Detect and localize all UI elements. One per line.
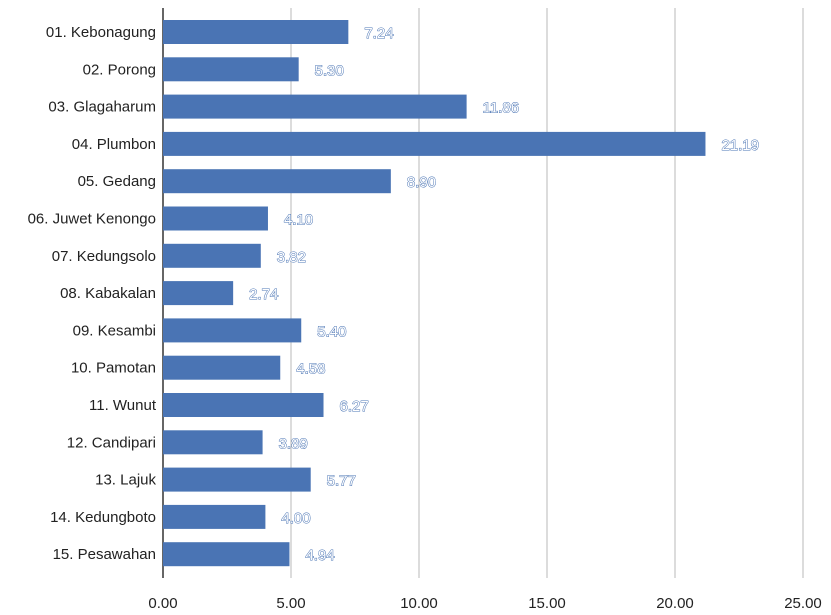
data-label: 6.27 — [340, 398, 369, 415]
data-label: 4.00 — [281, 510, 310, 527]
bar — [163, 243, 261, 268]
data-label: 3.89 — [279, 435, 308, 452]
bar — [163, 131, 706, 156]
category-label: 04. Plumbon — [72, 136, 156, 153]
data-label: 8.90 — [407, 174, 436, 191]
category-label: 13. Lajuk — [95, 472, 156, 489]
bar — [163, 94, 467, 119]
data-label: 4.10 — [284, 212, 313, 229]
data-label: 3.82 — [277, 249, 306, 266]
x-tick-label: 10.00 — [400, 595, 438, 612]
category-label: 03. Glagaharum — [48, 99, 156, 116]
bar — [163, 169, 391, 194]
data-label: 5.30 — [315, 62, 344, 79]
category-label: 05. Gedang — [78, 173, 156, 190]
category-label: 12. Candipari — [67, 434, 156, 451]
x-tick-label: 25.00 — [784, 595, 822, 612]
data-label: 5.40 — [317, 323, 346, 340]
data-labels: 7.24 5.30 11.86 21.19 8.90 4.10 3.82 2.74 5.40 4.… — [249, 25, 760, 565]
bar — [163, 504, 266, 529]
category-label: 14. Kedungboto — [50, 509, 156, 526]
x-tick-label: 0.00 — [148, 595, 177, 612]
data-label: 5.77 — [327, 473, 356, 490]
bar — [163, 281, 234, 306]
bar — [163, 393, 324, 417]
category-label: 06. Juwet Kenongo — [28, 211, 156, 228]
data-label: 4.58 — [296, 361, 325, 378]
bars — [163, 20, 706, 567]
category-label: 08. Kabakalan — [60, 285, 156, 302]
bar — [163, 467, 311, 492]
category-label: 09. Kesambi — [73, 322, 156, 339]
data-label: 2.74 — [249, 286, 278, 303]
x-tick-label: 5.00 — [276, 595, 305, 612]
x-tick-label: 20.00 — [656, 595, 694, 612]
x-axis-tick-labels: 0.00 5.00 10.00 15.00 20.00 25.00 — [148, 595, 821, 612]
data-label: 21.19 — [721, 137, 759, 154]
bar — [163, 206, 268, 231]
data-label: 4.94 — [305, 547, 334, 564]
category-label: 02. Porong — [83, 61, 156, 78]
category-label: 01. Kebonagung — [46, 24, 156, 41]
bar — [163, 318, 302, 343]
data-label: 7.24 — [364, 25, 393, 42]
data-label: 11.86 — [483, 100, 519, 117]
bar — [163, 20, 349, 44]
category-label: 07. Kedungsolo — [52, 248, 156, 265]
category-label: 15. Pesawahan — [53, 546, 156, 563]
category-label: 11. Wunut — [89, 397, 157, 414]
bar — [163, 57, 299, 82]
bar — [163, 355, 281, 380]
category-labels: 01. Kebonagung 02. Porong 03. Glagaharum 04… — [28, 24, 157, 563]
bar — [163, 542, 290, 567]
category-label: 10. Pamotan — [71, 360, 156, 377]
x-tick-label: 15.00 — [528, 595, 566, 612]
bar — [163, 430, 263, 455]
